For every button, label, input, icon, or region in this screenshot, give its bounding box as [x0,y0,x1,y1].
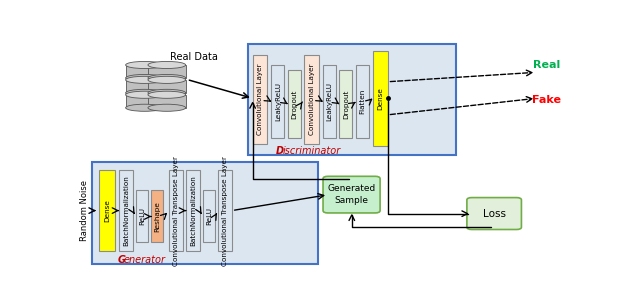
Text: Dense: Dense [377,87,383,110]
Text: Real: Real [532,60,560,70]
Text: ReLU: ReLU [206,208,212,226]
Ellipse shape [125,89,163,96]
Ellipse shape [148,89,186,96]
FancyBboxPatch shape [372,51,388,146]
FancyBboxPatch shape [323,176,380,213]
FancyBboxPatch shape [152,190,163,243]
FancyBboxPatch shape [218,170,232,251]
Text: Convolutional Transpose Layer: Convolutional Transpose Layer [173,156,179,266]
FancyBboxPatch shape [248,44,456,155]
Text: Convolutional Transpose Layer: Convolutional Transpose Layer [222,156,228,266]
Text: BatchNormalization: BatchNormalization [190,175,196,246]
FancyBboxPatch shape [339,70,352,138]
Ellipse shape [148,76,186,84]
Text: LeakyReLU: LeakyReLU [326,82,333,121]
Text: Flatten: Flatten [359,89,365,115]
Text: Dropout: Dropout [343,90,349,119]
Text: iscriminator: iscriminator [283,146,341,157]
Text: Reshape: Reshape [154,201,161,232]
Text: G: G [117,255,125,265]
FancyBboxPatch shape [288,70,301,138]
Ellipse shape [148,74,186,82]
FancyBboxPatch shape [253,55,268,144]
FancyBboxPatch shape [304,55,319,144]
FancyBboxPatch shape [92,162,318,264]
Text: ReLU: ReLU [139,208,145,226]
Text: Convolutional Layer: Convolutional Layer [257,64,263,135]
Text: enerator: enerator [123,255,165,265]
Bar [125,95,163,108]
FancyBboxPatch shape [356,65,369,138]
Ellipse shape [148,104,186,111]
Text: Generated
Sample: Generated Sample [328,184,376,205]
Text: Real Data: Real Data [170,52,218,63]
Text: Loss: Loss [483,209,506,219]
Text: Random Noise: Random Noise [81,180,90,241]
Bar [125,80,163,93]
Bar [125,65,163,78]
Ellipse shape [148,61,186,68]
Ellipse shape [125,104,163,111]
FancyBboxPatch shape [467,198,522,230]
Bar [148,80,186,93]
FancyBboxPatch shape [186,170,200,251]
Ellipse shape [125,61,163,68]
Ellipse shape [125,76,163,84]
Text: LeakyReLU: LeakyReLU [275,82,281,121]
FancyBboxPatch shape [323,65,336,138]
Ellipse shape [125,91,163,98]
FancyBboxPatch shape [169,170,182,251]
Text: Convolutional Layer: Convolutional Layer [308,64,315,135]
FancyBboxPatch shape [99,170,115,251]
Ellipse shape [125,74,163,82]
FancyBboxPatch shape [119,170,132,251]
FancyBboxPatch shape [271,65,284,138]
Text: Dropout: Dropout [291,90,297,119]
FancyBboxPatch shape [203,190,215,243]
Text: D: D [276,146,284,157]
Text: Dense: Dense [104,199,110,222]
Bar [148,65,186,78]
Text: Fake: Fake [532,95,561,105]
Text: BatchNormalization: BatchNormalization [123,175,129,246]
Bar [148,95,186,108]
Ellipse shape [148,91,186,98]
FancyBboxPatch shape [136,190,148,243]
